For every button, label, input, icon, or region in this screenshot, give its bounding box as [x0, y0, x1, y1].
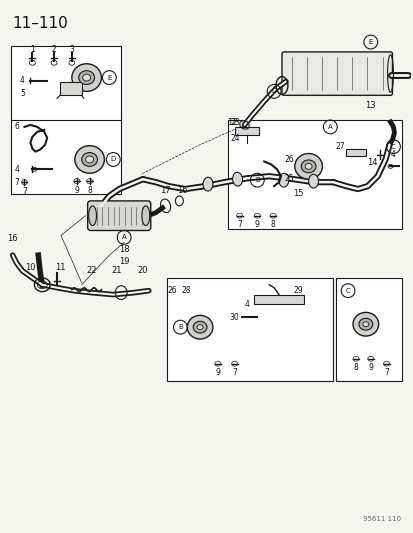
Text: 7: 7: [22, 187, 27, 196]
Text: 4: 4: [14, 165, 19, 174]
Text: 22: 22: [86, 266, 97, 276]
Text: 3: 3: [69, 45, 74, 54]
Text: 25: 25: [283, 174, 293, 183]
Ellipse shape: [78, 71, 94, 84]
Ellipse shape: [202, 177, 212, 191]
Bar: [335, 278, 401, 382]
Bar: [234, 127, 259, 135]
Text: D: D: [271, 88, 276, 94]
FancyBboxPatch shape: [281, 52, 392, 95]
Text: 20: 20: [137, 266, 148, 276]
Text: 28: 28: [181, 286, 190, 295]
Ellipse shape: [187, 316, 212, 339]
Ellipse shape: [72, 64, 101, 91]
Text: 1: 1: [30, 45, 35, 54]
Ellipse shape: [83, 74, 90, 81]
Text: A: A: [327, 124, 332, 130]
Text: 95611 110: 95611 110: [362, 515, 400, 521]
Bar: [166, 278, 332, 382]
Text: E: E: [107, 75, 111, 80]
Text: 6: 6: [14, 123, 19, 132]
Text: 10: 10: [25, 263, 36, 272]
Text: C: C: [345, 288, 350, 294]
Ellipse shape: [85, 156, 93, 163]
Text: 8: 8: [353, 363, 358, 372]
Text: 19: 19: [119, 256, 129, 265]
Text: 7: 7: [232, 368, 237, 377]
Text: 23: 23: [230, 118, 240, 127]
Ellipse shape: [197, 325, 202, 329]
Bar: [254, 295, 303, 304]
Text: 12: 12: [227, 118, 237, 127]
Text: A: A: [121, 235, 126, 240]
Text: 18: 18: [119, 245, 129, 254]
Text: 21: 21: [111, 266, 121, 276]
Ellipse shape: [294, 154, 322, 179]
Text: 29: 29: [293, 286, 303, 295]
Text: 13: 13: [365, 101, 375, 110]
Ellipse shape: [358, 318, 372, 330]
Bar: [60, 82, 81, 95]
Text: 14: 14: [367, 158, 377, 167]
Ellipse shape: [304, 164, 311, 169]
Text: 16: 16: [177, 185, 187, 195]
Text: 4: 4: [390, 150, 395, 159]
Text: 24: 24: [230, 134, 240, 143]
Text: 9: 9: [368, 363, 372, 372]
Text: 9: 9: [74, 185, 79, 195]
Text: 16: 16: [7, 234, 18, 243]
Text: 11–110: 11–110: [13, 17, 68, 31]
Ellipse shape: [362, 322, 368, 327]
Ellipse shape: [193, 321, 206, 333]
Text: 9: 9: [215, 368, 220, 377]
Text: 30: 30: [229, 313, 239, 322]
Text: 27: 27: [335, 142, 344, 151]
Text: C: C: [390, 143, 395, 150]
Text: 11: 11: [55, 263, 65, 272]
Ellipse shape: [81, 152, 97, 166]
Text: 7: 7: [383, 368, 388, 377]
Text: 7: 7: [237, 220, 242, 229]
Text: 7: 7: [14, 177, 19, 187]
Ellipse shape: [88, 206, 96, 225]
Text: 26: 26: [283, 155, 293, 164]
Text: 8: 8: [87, 185, 92, 195]
Bar: [11, 46, 121, 194]
Bar: [227, 120, 401, 229]
Text: 8: 8: [270, 220, 275, 229]
Text: E: E: [368, 39, 372, 45]
FancyBboxPatch shape: [88, 201, 150, 230]
Text: B: B: [254, 177, 259, 183]
Ellipse shape: [142, 206, 150, 225]
Text: 26: 26: [167, 286, 177, 295]
Text: 4: 4: [20, 76, 25, 85]
Ellipse shape: [75, 146, 104, 173]
Ellipse shape: [278, 173, 288, 187]
Text: 9: 9: [254, 220, 259, 229]
Text: 4: 4: [244, 300, 249, 309]
Ellipse shape: [352, 312, 378, 336]
Text: D: D: [110, 157, 116, 163]
Ellipse shape: [308, 174, 318, 188]
Text: 2: 2: [52, 45, 56, 54]
Text: 17: 17: [160, 185, 171, 195]
Text: 15: 15: [293, 190, 303, 198]
Bar: [345, 149, 365, 157]
Text: B: B: [178, 324, 182, 330]
Ellipse shape: [301, 160, 315, 173]
Text: 5: 5: [20, 89, 25, 98]
Ellipse shape: [232, 172, 242, 186]
